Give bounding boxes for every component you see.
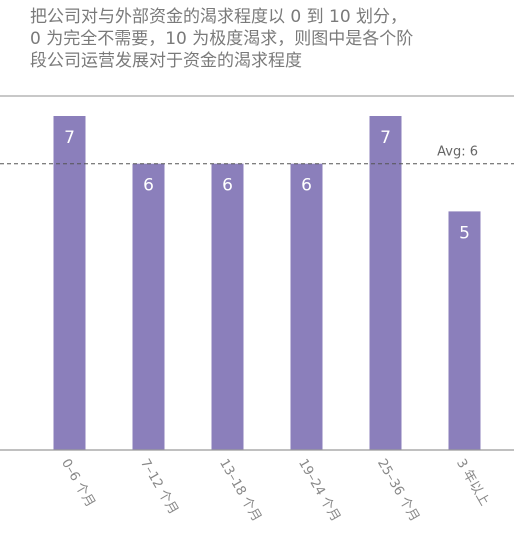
bar-value-label-4: 7	[380, 128, 391, 148]
bar-value-label-1: 6	[143, 176, 154, 196]
x-tick-label-0: 0–6 个月	[58, 457, 98, 511]
bar-value-label-0: 7	[64, 128, 75, 148]
bar-value-label-5: 5	[459, 223, 470, 243]
x-tick-label-3: 19–24 个月	[295, 457, 343, 525]
chart-title-line-2: 0 为完全不需要，10 为极度渴求，则图中是各个阶	[30, 29, 414, 49]
bar-5	[448, 211, 481, 450]
bar-value-label-2: 6	[222, 176, 233, 196]
bar-4	[369, 116, 402, 450]
bar-1	[132, 163, 165, 450]
x-tick-label-2: 13–18 个月	[216, 457, 264, 525]
bar-0	[53, 116, 86, 450]
chart-title-line-3: 段公司运营发展对于资金的渴求程度	[30, 51, 302, 71]
x-tick-label-1: 7–12 个月	[137, 457, 181, 518]
bars-layer: 7 6 6 6 7 5	[53, 116, 481, 450]
bar-value-label-3: 6	[301, 176, 312, 196]
x-tick-label-4: 25–36 个月	[374, 457, 422, 525]
bar-2	[211, 163, 244, 450]
chart-title-line-1: 把公司对与外部资金的渴求程度以 0 到 10 划分，	[30, 7, 408, 27]
avg-reference-label: Avg: 6	[437, 145, 478, 160]
x-tick-label-5: 3 年以上	[453, 457, 492, 509]
bar-3	[290, 163, 323, 450]
chart-title: 把公司对与外部资金的渴求程度以 0 到 10 划分， 0 为完全不需要，10 为…	[30, 6, 500, 72]
